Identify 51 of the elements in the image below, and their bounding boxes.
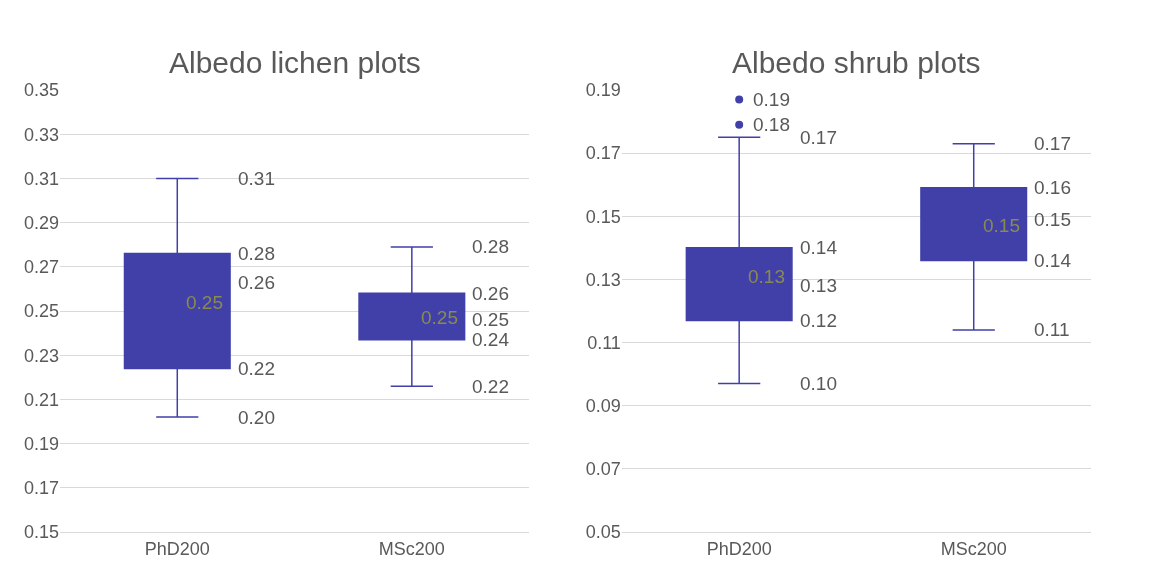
annotation: 0.18 bbox=[753, 114, 790, 135]
annotation: 0.28 bbox=[472, 236, 509, 257]
y-tick-label: 0.29 bbox=[23, 212, 59, 233]
y-tick-label: 0.13 bbox=[585, 269, 621, 290]
x-tick-label: MSc200 bbox=[378, 538, 445, 559]
annotation: 0.17 bbox=[800, 127, 837, 148]
annotation: 0.19 bbox=[753, 89, 790, 110]
annotation: 0.11 bbox=[1034, 319, 1070, 340]
y-tick-label: 0.17 bbox=[585, 143, 621, 164]
x-tick-label: PhD200 bbox=[706, 538, 772, 559]
annotation: 0.16 bbox=[1034, 177, 1071, 198]
annotation: 0.20 bbox=[238, 407, 275, 428]
annotation: 0.12 bbox=[800, 310, 837, 331]
annotation: 0.14 bbox=[800, 237, 838, 258]
y-tick-label: 0.19 bbox=[585, 80, 621, 101]
annotation: 0.26 bbox=[472, 283, 509, 304]
y-tick-label: 0.15 bbox=[585, 206, 621, 227]
y-tick-label: 0.31 bbox=[23, 168, 59, 189]
x-tick-label: PhD200 bbox=[144, 538, 210, 559]
annotation: 0.26 bbox=[238, 272, 275, 293]
y-tick-label: 0.15 bbox=[23, 522, 59, 543]
y-tick-label: 0.19 bbox=[23, 433, 59, 454]
y-tick-label: 0.07 bbox=[585, 459, 621, 480]
annotation: 0.17 bbox=[1034, 133, 1071, 154]
annotation: 0.25 bbox=[472, 309, 509, 330]
y-tick-label: 0.35 bbox=[23, 80, 59, 101]
annotation: 0.14 bbox=[1034, 250, 1072, 271]
annotation: 0.15 bbox=[983, 215, 1020, 236]
annotation: 0.25 bbox=[186, 292, 223, 313]
annotation: 0.15 bbox=[1034, 209, 1071, 230]
annotation: 0.28 bbox=[238, 243, 275, 264]
annotation: 0.25 bbox=[421, 307, 458, 328]
annotation: 0.24 bbox=[472, 329, 510, 350]
annotation: 0.10 bbox=[800, 373, 837, 394]
chart-title: Albedo shrub plots bbox=[732, 46, 981, 79]
chart-title: Albedo lichen plots bbox=[169, 46, 421, 79]
y-tick-label: 0.27 bbox=[23, 257, 59, 278]
annotation: 0.22 bbox=[472, 376, 509, 397]
y-tick-label: 0.09 bbox=[585, 396, 621, 417]
y-tick-label: 0.23 bbox=[23, 345, 59, 366]
y-tick-label: 0.17 bbox=[23, 478, 59, 499]
annotation: 0.22 bbox=[238, 358, 275, 379]
y-tick-label: 0.33 bbox=[23, 124, 59, 145]
y-tick-label: 0.05 bbox=[585, 522, 621, 543]
y-tick-label: 0.21 bbox=[23, 389, 59, 410]
y-tick-label: 0.11 bbox=[587, 332, 621, 353]
annotation: 0.13 bbox=[800, 275, 837, 296]
annotation: 0.13 bbox=[748, 266, 785, 287]
annotation: 0.31 bbox=[238, 168, 275, 189]
y-tick-label: 0.25 bbox=[23, 301, 59, 322]
x-tick-label: MSc200 bbox=[940, 538, 1007, 559]
